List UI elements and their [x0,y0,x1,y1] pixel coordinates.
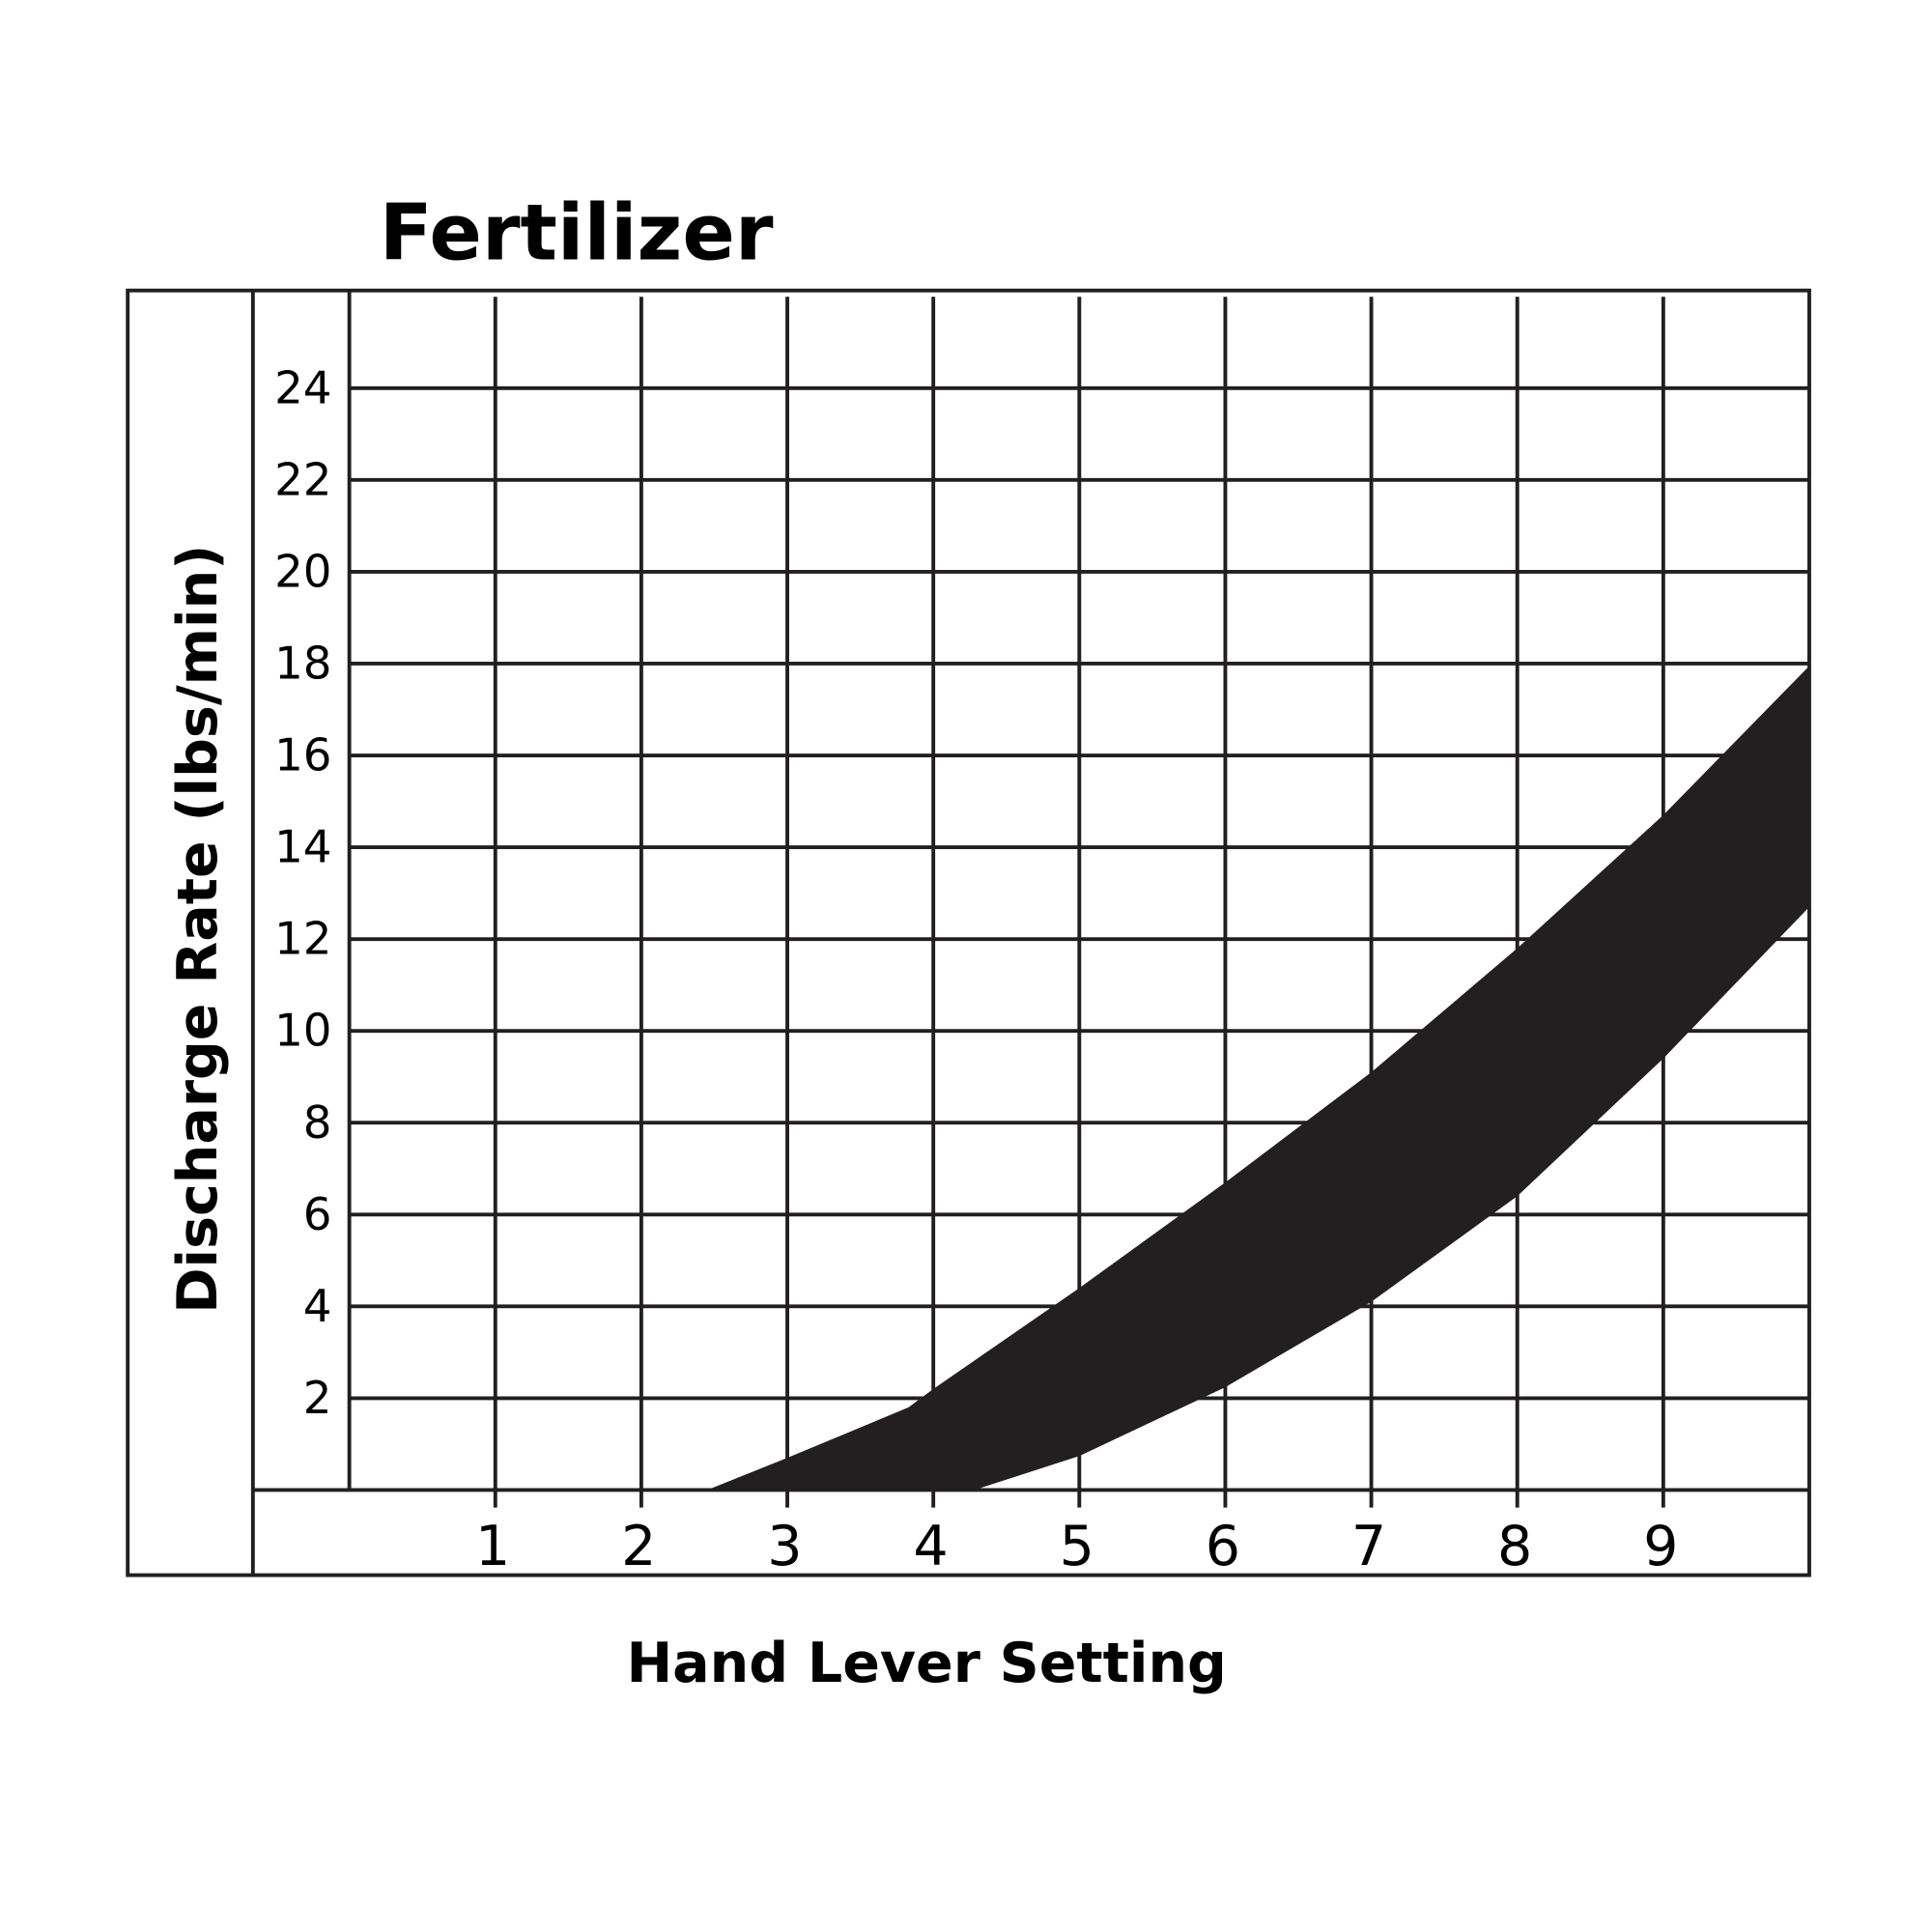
x-tick-label: 3 [767,1515,802,1578]
y-tick-label: 2 [303,1373,332,1425]
y-tick-label: 20 [274,546,331,598]
y-tick-label: 16 [274,730,331,782]
x-tick-label: 7 [1351,1515,1386,1578]
y-tick-label: 18 [274,639,331,691]
y-tick-label: 8 [303,1097,332,1150]
x-tick-label: 8 [1497,1515,1532,1578]
y-tick-label: 22 [274,454,331,506]
x-tick-label: 5 [1060,1515,1094,1578]
x-axis-label: Hand Lever Setting [626,1632,1226,1695]
y-tick-label: 24 [274,362,331,414]
discharge-band [706,666,1809,1491]
x-ticks: 1 2 3 4 5 6 7 8 9 [475,1515,1678,1578]
x-tick-label: 6 [1206,1515,1240,1578]
chart-title: Fertilizer [380,186,774,277]
x-tick-label: 2 [621,1515,656,1578]
x-tick-label: 4 [913,1515,948,1578]
x-tick-label: 9 [1643,1515,1678,1578]
x-tick-label: 1 [475,1515,510,1578]
y-tick-label: 14 [274,822,331,874]
outer-border [126,288,1811,1577]
frame [126,288,1811,1577]
y-axis-label: Discharge Rate (lbs/min) [166,545,230,1314]
y-tick-label: 10 [274,1006,331,1058]
y-tick-label: 4 [303,1281,332,1333]
y-tick-label: 12 [274,914,331,966]
y-tick-label: 6 [303,1189,332,1241]
